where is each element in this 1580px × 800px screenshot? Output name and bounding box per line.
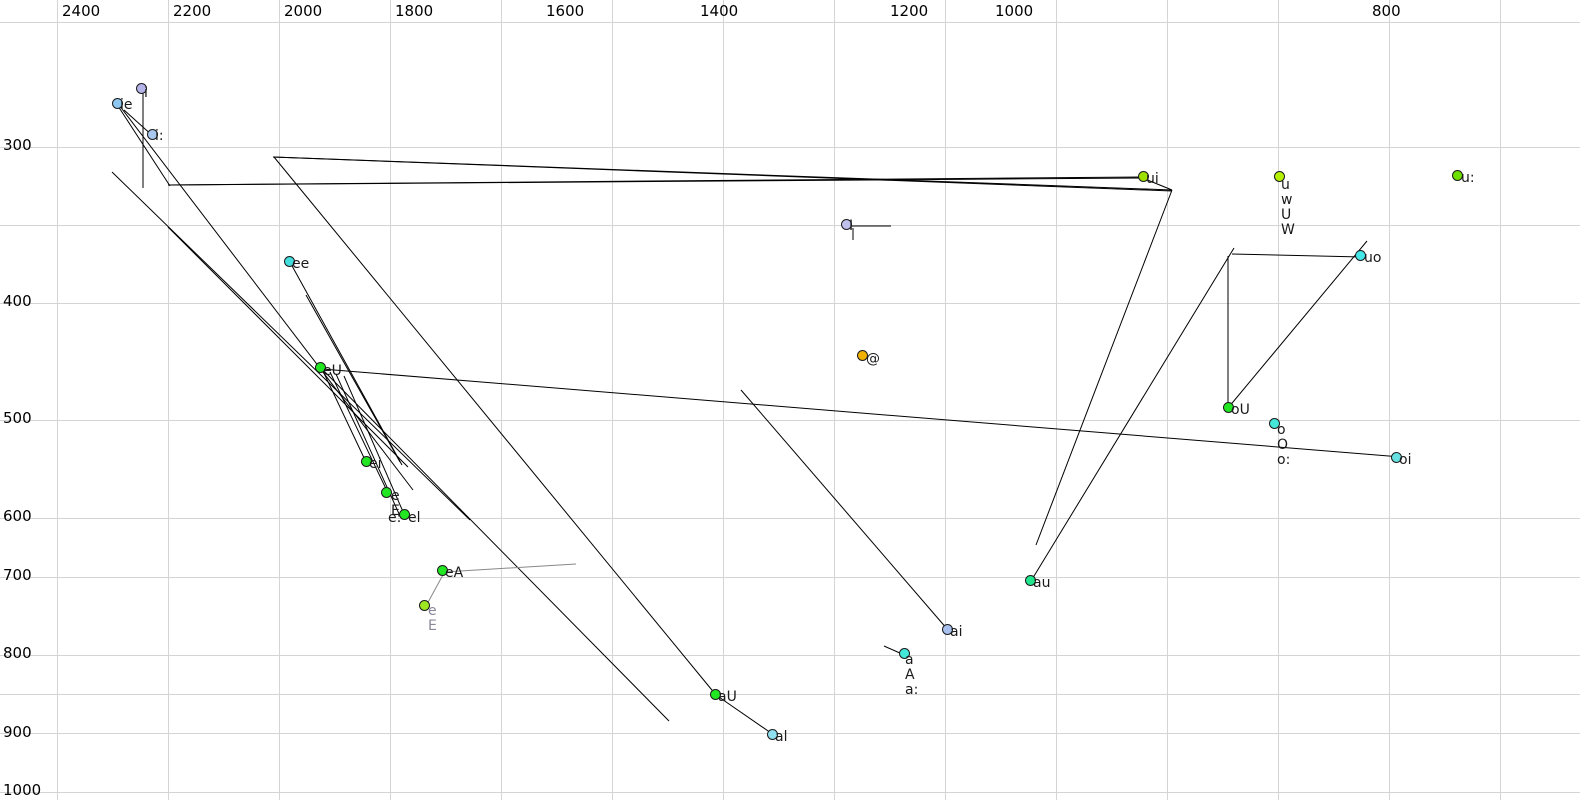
data-point-oi[interactable] — [1391, 452, 1402, 463]
data-point-el[interactable] — [399, 509, 410, 520]
data-point-uo[interactable] — [1355, 250, 1366, 261]
data-point-o-O-o-long[interactable] — [1269, 418, 1280, 429]
horizontal-gridlines — [0, 22, 1580, 793]
x-tick-1400: 1400 — [700, 2, 739, 20]
data-label-ei: ei — [369, 456, 382, 472]
data-point-aU[interactable] — [710, 689, 721, 700]
data-point-ui[interactable] — [1138, 171, 1149, 182]
data-point-ei[interactable] — [361, 456, 372, 467]
data-label-uo: uo — [1364, 250, 1382, 266]
formant-trajectory-lines — [111, 92, 1402, 734]
data-point-u-long[interactable] — [1452, 170, 1463, 181]
y-tick-1000: 1000 — [3, 781, 42, 799]
data-point-cap-i[interactable] — [841, 219, 852, 230]
data-point-e-E-gray[interactable] — [419, 600, 430, 611]
vertical-gridlines — [57, 0, 1501, 800]
x-tick-2000: 2000 — [284, 2, 323, 20]
data-label-u-w-U-W: u w U W — [1281, 177, 1295, 238]
data-label-el: el — [408, 510, 421, 526]
data-label-e-long: e: — [388, 510, 402, 526]
x-tick-800: 800 — [1372, 2, 1401, 20]
data-label-i: i — [144, 85, 148, 101]
data-point-eA[interactable] — [437, 565, 448, 576]
y-tick-900: 900 — [3, 723, 32, 741]
data-point-u-w-U-W[interactable] — [1274, 171, 1285, 182]
data-label-ee: ee — [292, 256, 310, 272]
data-label-e-E: e E — [391, 488, 400, 519]
data-label-cap-i: I — [849, 218, 854, 234]
data-label-a-A-a-long: a A a: — [905, 652, 919, 698]
x-tick-1800: 1800 — [395, 2, 434, 20]
data-label-i-long: i: — [155, 128, 164, 144]
data-label-ai: ai — [950, 624, 963, 640]
data-label-oU: oU — [1231, 402, 1250, 418]
data-point-i-long[interactable] — [147, 129, 158, 140]
data-point-eU[interactable] — [315, 362, 326, 373]
data-label-e-E-gray: e E — [428, 603, 437, 634]
data-label-ui: ui — [1146, 171, 1159, 187]
x-tick-2400: 2400 — [62, 2, 101, 20]
x-tick-1600: 1600 — [546, 2, 585, 20]
y-tick-500: 500 — [3, 409, 32, 427]
x-tick-1200: 1200 — [890, 2, 929, 20]
data-label-o-O-o-long: o O o: — [1277, 422, 1291, 468]
data-label-schwa: @ — [866, 351, 880, 367]
data-label-aU: aU — [718, 689, 737, 705]
data-point-a-A-a-long[interactable] — [899, 648, 910, 659]
y-tick-800: 800 — [3, 644, 32, 662]
data-point-i[interactable] — [136, 83, 147, 94]
data-label-eA: eA — [445, 565, 464, 581]
data-label-al: al — [775, 729, 788, 745]
data-label-oi: oi — [1399, 452, 1412, 468]
data-point-au[interactable] — [1025, 575, 1036, 586]
data-point-al[interactable] — [767, 729, 778, 740]
data-point-ee[interactable] — [284, 256, 295, 267]
x-tick-1000: 1000 — [995, 2, 1034, 20]
data-point-ie[interactable] — [112, 98, 123, 109]
data-point-ai[interactable] — [942, 624, 953, 635]
data-label-ie: ie — [120, 97, 133, 113]
x-tick-2200: 2200 — [173, 2, 212, 20]
data-point-e-E[interactable] — [381, 487, 392, 498]
data-label-u-long: u: — [1461, 170, 1475, 186]
y-tick-300: 300 — [3, 136, 32, 154]
y-tick-600: 600 — [3, 507, 32, 525]
data-point-oU[interactable] — [1223, 402, 1234, 413]
y-tick-400: 400 — [3, 292, 32, 310]
data-label-eU: eU — [323, 363, 342, 379]
data-label-au: au — [1033, 575, 1051, 591]
y-tick-700: 700 — [3, 566, 32, 584]
data-point-schwa[interactable] — [857, 350, 868, 361]
